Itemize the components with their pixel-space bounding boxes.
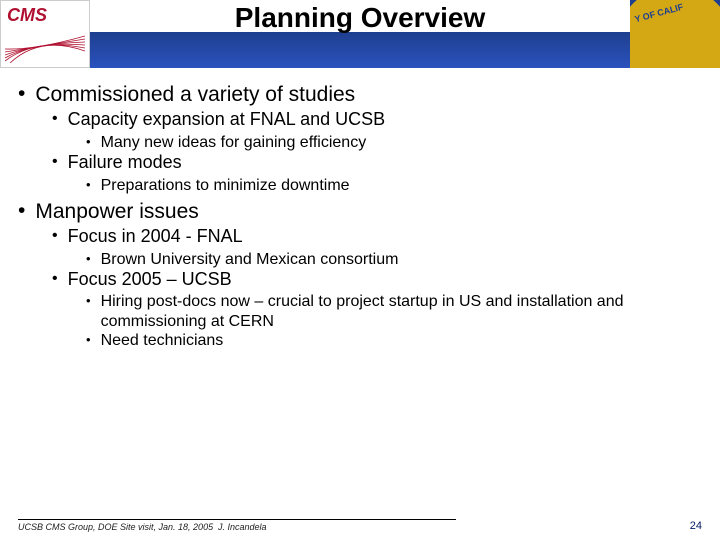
- bullet-text: Brown University and Mexican consortium: [101, 250, 399, 269]
- bullet-l3: • Need technicians: [86, 331, 702, 350]
- footer-left-text: UCSB CMS Group, DOE Site visit, Jan. 18,…: [18, 522, 218, 532]
- footer-author-text: J. Incandela: [218, 522, 318, 532]
- bullet-dot-icon: •: [86, 292, 91, 310]
- bullet-text: Focus 2005 – UCSB: [68, 269, 232, 291]
- footer-divider: [18, 519, 456, 520]
- cms-logo: CMS: [0, 0, 90, 68]
- bullet-text: Capacity expansion at FNAL and UCSB: [68, 109, 386, 131]
- uc-seal-logo: Y OF CALIF: [630, 0, 720, 68]
- bullet-l2: • Capacity expansion at FNAL and UCSB • Ma…: [52, 109, 702, 152]
- header-blue-bar: [0, 32, 720, 68]
- slide-content: • Commissioned a variety of studies • Capa…: [0, 68, 720, 350]
- bullet-text: Preparations to minimize downtime: [101, 176, 350, 195]
- slide-header: CMS Y OF CALIF Planning Overview: [0, 0, 720, 68]
- bullet-text: Hiring post-docs now – crucial to projec…: [101, 292, 702, 330]
- cms-logo-text: CMS: [1, 1, 89, 30]
- bullet-dot-icon: •: [52, 269, 58, 288]
- bullet-dot-icon: •: [18, 82, 25, 106]
- bullet-text: Manpower issues: [35, 199, 198, 224]
- bullet-text: Many new ideas for gaining efficiency: [101, 133, 367, 152]
- slide-title: Planning Overview: [0, 2, 720, 34]
- bullet-dot-icon: •: [52, 226, 58, 245]
- bullet-l3: • Hiring post-docs now – crucial to proje…: [86, 292, 702, 330]
- bullet-text: Failure modes: [68, 152, 182, 174]
- bullet-l3: • Brown University and Mexican consortium: [86, 250, 702, 269]
- bullet-l2: •Focus 2005 – UCSB •Hiring post-docs now…: [52, 269, 702, 350]
- bullet-dot-icon: •: [86, 133, 91, 151]
- bullet-dot-icon: •: [52, 109, 58, 128]
- bullet-dot-icon: •: [18, 199, 25, 223]
- bullet-dot-icon: •: [86, 176, 91, 194]
- bullet-dot-icon: •: [86, 331, 91, 349]
- bullet-text: Commissioned a variety of studies: [35, 82, 355, 107]
- page-number: 24: [690, 520, 702, 532]
- bullet-dot-icon: •: [86, 250, 91, 268]
- bullet-l2: • Focus in 2004 - FNAL • Brown University …: [52, 226, 702, 269]
- bullet-l1: • Manpower issues • Focus in 2004 - FNAL •…: [18, 199, 702, 350]
- bullet-l3: • Many new ideas for gaining efficiency: [86, 133, 702, 152]
- bullet-dot-icon: •: [52, 152, 58, 171]
- bullet-text: Need technicians: [101, 331, 224, 350]
- cms-logo-lines-icon: [5, 33, 85, 63]
- bullet-l3: • Preparations to minimize downtime: [86, 176, 702, 195]
- slide-footer: UCSB CMS Group, DOE Site visit, Jan. 18,…: [0, 519, 720, 532]
- bullet-l1: • Commissioned a variety of studies • Capa…: [18, 82, 702, 195]
- bullet-text: Focus in 2004 - FNAL: [68, 226, 243, 248]
- bullet-l2: • Failure modes • Preparations to minimize…: [52, 152, 702, 195]
